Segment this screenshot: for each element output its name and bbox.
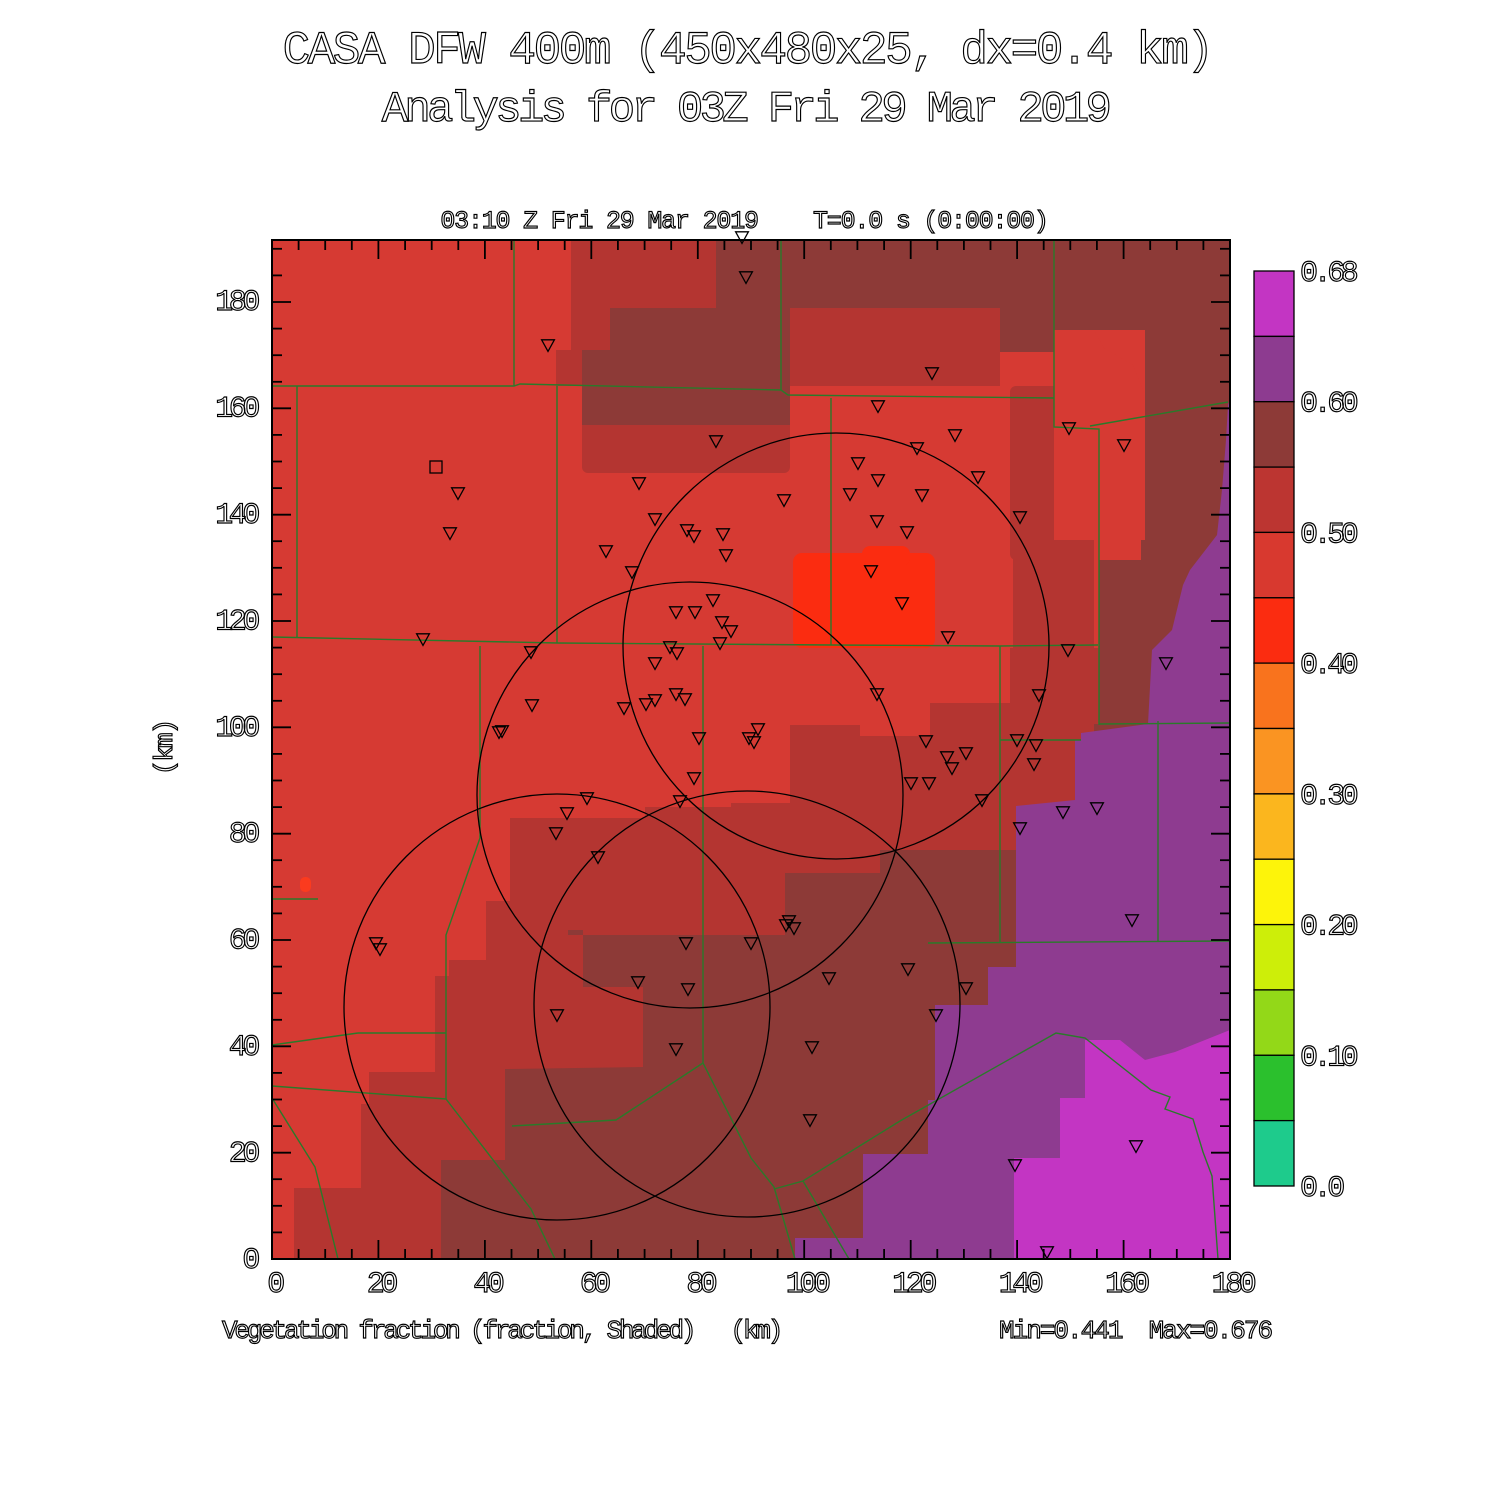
svg-text:140: 140 xyxy=(999,1268,1043,1302)
svg-text:20: 20 xyxy=(367,1268,398,1302)
svg-text:03:10 Z Fri 29 Mar 2019 T=0: 03:10 Z Fri 29 Mar 2019 T=0.0 s (0:00:00… xyxy=(440,207,1047,236)
svg-text:160: 160 xyxy=(215,393,259,427)
svg-text:0: 0 xyxy=(267,1268,284,1302)
svg-text:Analysis for 03Z Fri 29 Mar 20: Analysis for 03Z Fri 29 Mar 2019 xyxy=(382,85,1110,135)
svg-text:80: 80 xyxy=(686,1268,717,1302)
svg-text:0.50: 0.50 xyxy=(1300,518,1358,552)
svg-text:140: 140 xyxy=(215,499,259,533)
svg-text:(km): (km) xyxy=(150,721,180,775)
svg-text:0.68: 0.68 xyxy=(1300,257,1358,291)
svg-text:160: 160 xyxy=(1105,1268,1149,1302)
svg-text:60: 60 xyxy=(229,925,260,959)
svg-text:40: 40 xyxy=(473,1268,504,1302)
svg-text:Min=0.441 Max=0.676: Min=0.441 Max=0.676 xyxy=(999,1316,1271,1346)
svg-text:0: 0 xyxy=(242,1244,259,1278)
svg-text:100: 100 xyxy=(215,712,259,746)
svg-text:0.60: 0.60 xyxy=(1300,388,1358,422)
svg-text:60: 60 xyxy=(580,1268,611,1302)
svg-text:120: 120 xyxy=(215,605,259,639)
svg-text:80: 80 xyxy=(229,818,260,852)
svg-text:40: 40 xyxy=(229,1031,260,1065)
svg-text:0.10: 0.10 xyxy=(1300,1041,1358,1075)
svg-text:0.20: 0.20 xyxy=(1300,911,1358,945)
svg-text:20: 20 xyxy=(229,1138,260,1172)
svg-text:120: 120 xyxy=(892,1268,936,1302)
svg-text:0.30: 0.30 xyxy=(1300,780,1358,814)
svg-text:100: 100 xyxy=(786,1268,830,1302)
svg-text:0.0: 0.0 xyxy=(1300,1172,1344,1206)
svg-text:180: 180 xyxy=(215,286,259,320)
svg-text:Vegetation fraction (fraction,: Vegetation fraction (fraction, Shaded) (… xyxy=(222,1316,780,1346)
svg-text:CASA DFW 400m (450x480x25, dx=: CASA DFW 400m (450x480x25, dx=0.4 km) xyxy=(283,25,1212,77)
svg-text:0.40: 0.40 xyxy=(1300,649,1358,683)
svg-text:180: 180 xyxy=(1212,1268,1256,1302)
